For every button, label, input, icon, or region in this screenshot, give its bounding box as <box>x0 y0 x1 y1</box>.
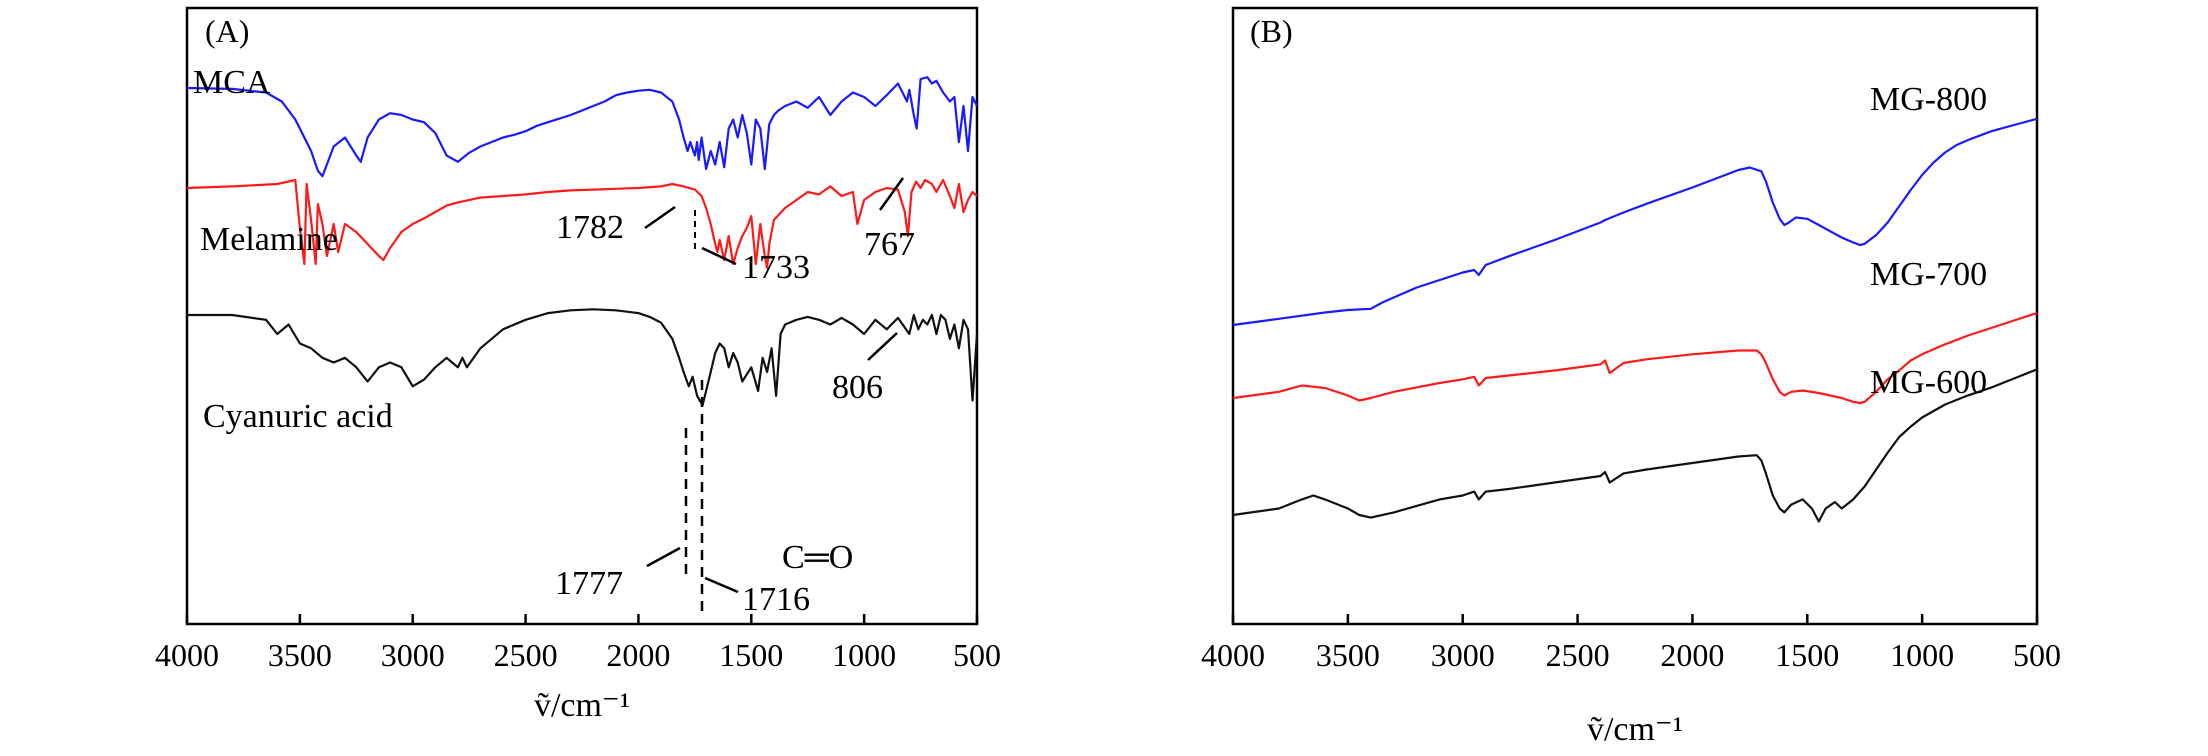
panel-a-tick-label-2000: 2000 <box>606 637 670 673</box>
panel-b: (B) 4000 3500 3000 2500 2000 1500 1000 500 ṽ/cm… <box>1201 6 2061 748</box>
annotation-767: 767 <box>864 226 915 263</box>
leader-1733 <box>701 246 737 266</box>
series-label-mg-600: MG-600 <box>1870 364 1987 401</box>
panel-b-x-ticks: 4000 3500 3000 2500 2000 1500 1000 500 <box>1201 614 2061 673</box>
panel-a-tick-label-3500: 3500 <box>268 637 332 673</box>
panel-b-tick-label-3000: 3000 <box>1431 637 1495 673</box>
panel-b-tick-label-1500: 1500 <box>1775 637 1839 673</box>
leader-806 <box>867 332 898 361</box>
panel-a-tick-label-3000: 3000 <box>381 637 445 673</box>
leader-767 <box>878 177 905 211</box>
panel-a-tick-label-500: 500 <box>953 637 1001 673</box>
leader-1782 <box>644 205 676 230</box>
panel-a-tick-label-1500: 1500 <box>719 637 783 673</box>
panel-a-series <box>186 76 979 407</box>
leader-1716 <box>704 576 739 594</box>
series-label-mg-700: MG-700 <box>1870 256 1987 293</box>
series-line-melamine <box>186 178 978 270</box>
panel-b-label: (B) <box>1250 13 1293 49</box>
panel-b-tick-label-1000: 1000 <box>1890 637 1954 673</box>
series-label-melamine: Melamine <box>200 221 338 258</box>
panel-a-label: (A) <box>205 13 249 49</box>
panel-b-tick-label-3500: 3500 <box>1316 637 1380 673</box>
panel-b-frame <box>1231 6 2039 626</box>
annotation-carbonyl: C═O <box>782 539 853 576</box>
annotation-1733: 1733 <box>742 249 810 286</box>
panel-b-tick-label-2500: 2500 <box>1546 637 1610 673</box>
series-line-mg-700 <box>1232 311 2038 405</box>
panel-b-tick-label-4000: 4000 <box>1201 637 1265 673</box>
panel-a: (A) 4000 3500 3000 2500 2000 1500 1000 500 ṽ/cm… <box>155 6 1001 724</box>
series-line-mg-600 <box>1232 368 2038 523</box>
annotation-1716: 1716 <box>742 581 810 618</box>
leader-1777 <box>646 546 681 568</box>
panel-b-xlabel: ṽ/cm⁻¹ <box>1587 711 1683 748</box>
panel-a-tick-label-2500: 2500 <box>494 637 558 673</box>
panel-a-tick-label-1000: 1000 <box>832 637 896 673</box>
series-line-mg-800 <box>1232 117 2038 327</box>
series-label-mca: MCA <box>193 64 271 101</box>
annotation-1782: 1782 <box>556 209 624 246</box>
series-line-mca <box>186 76 978 178</box>
series-line-cyanuric-acid <box>187 308 979 407</box>
panel-b-series <box>1232 117 2038 523</box>
annotation-806: 806 <box>832 369 883 406</box>
panel-a-xlabel: ṽ/cm⁻¹ <box>534 687 630 724</box>
panel-a-tick-label-4000: 4000 <box>155 637 219 673</box>
panel-a-x-ticks: 4000 3500 3000 2500 2000 1500 1000 500 <box>155 614 1001 673</box>
panel-a-frame <box>185 6 979 626</box>
annotation-1777: 1777 <box>555 565 623 602</box>
panel-b-tick-label-500: 500 <box>2013 637 2061 673</box>
panel-b-tick-label-2000: 2000 <box>1660 637 1724 673</box>
series-label-mg-800: MG-800 <box>1870 81 1987 118</box>
series-label-cyanuric-acid: Cyanuric acid <box>203 398 393 435</box>
